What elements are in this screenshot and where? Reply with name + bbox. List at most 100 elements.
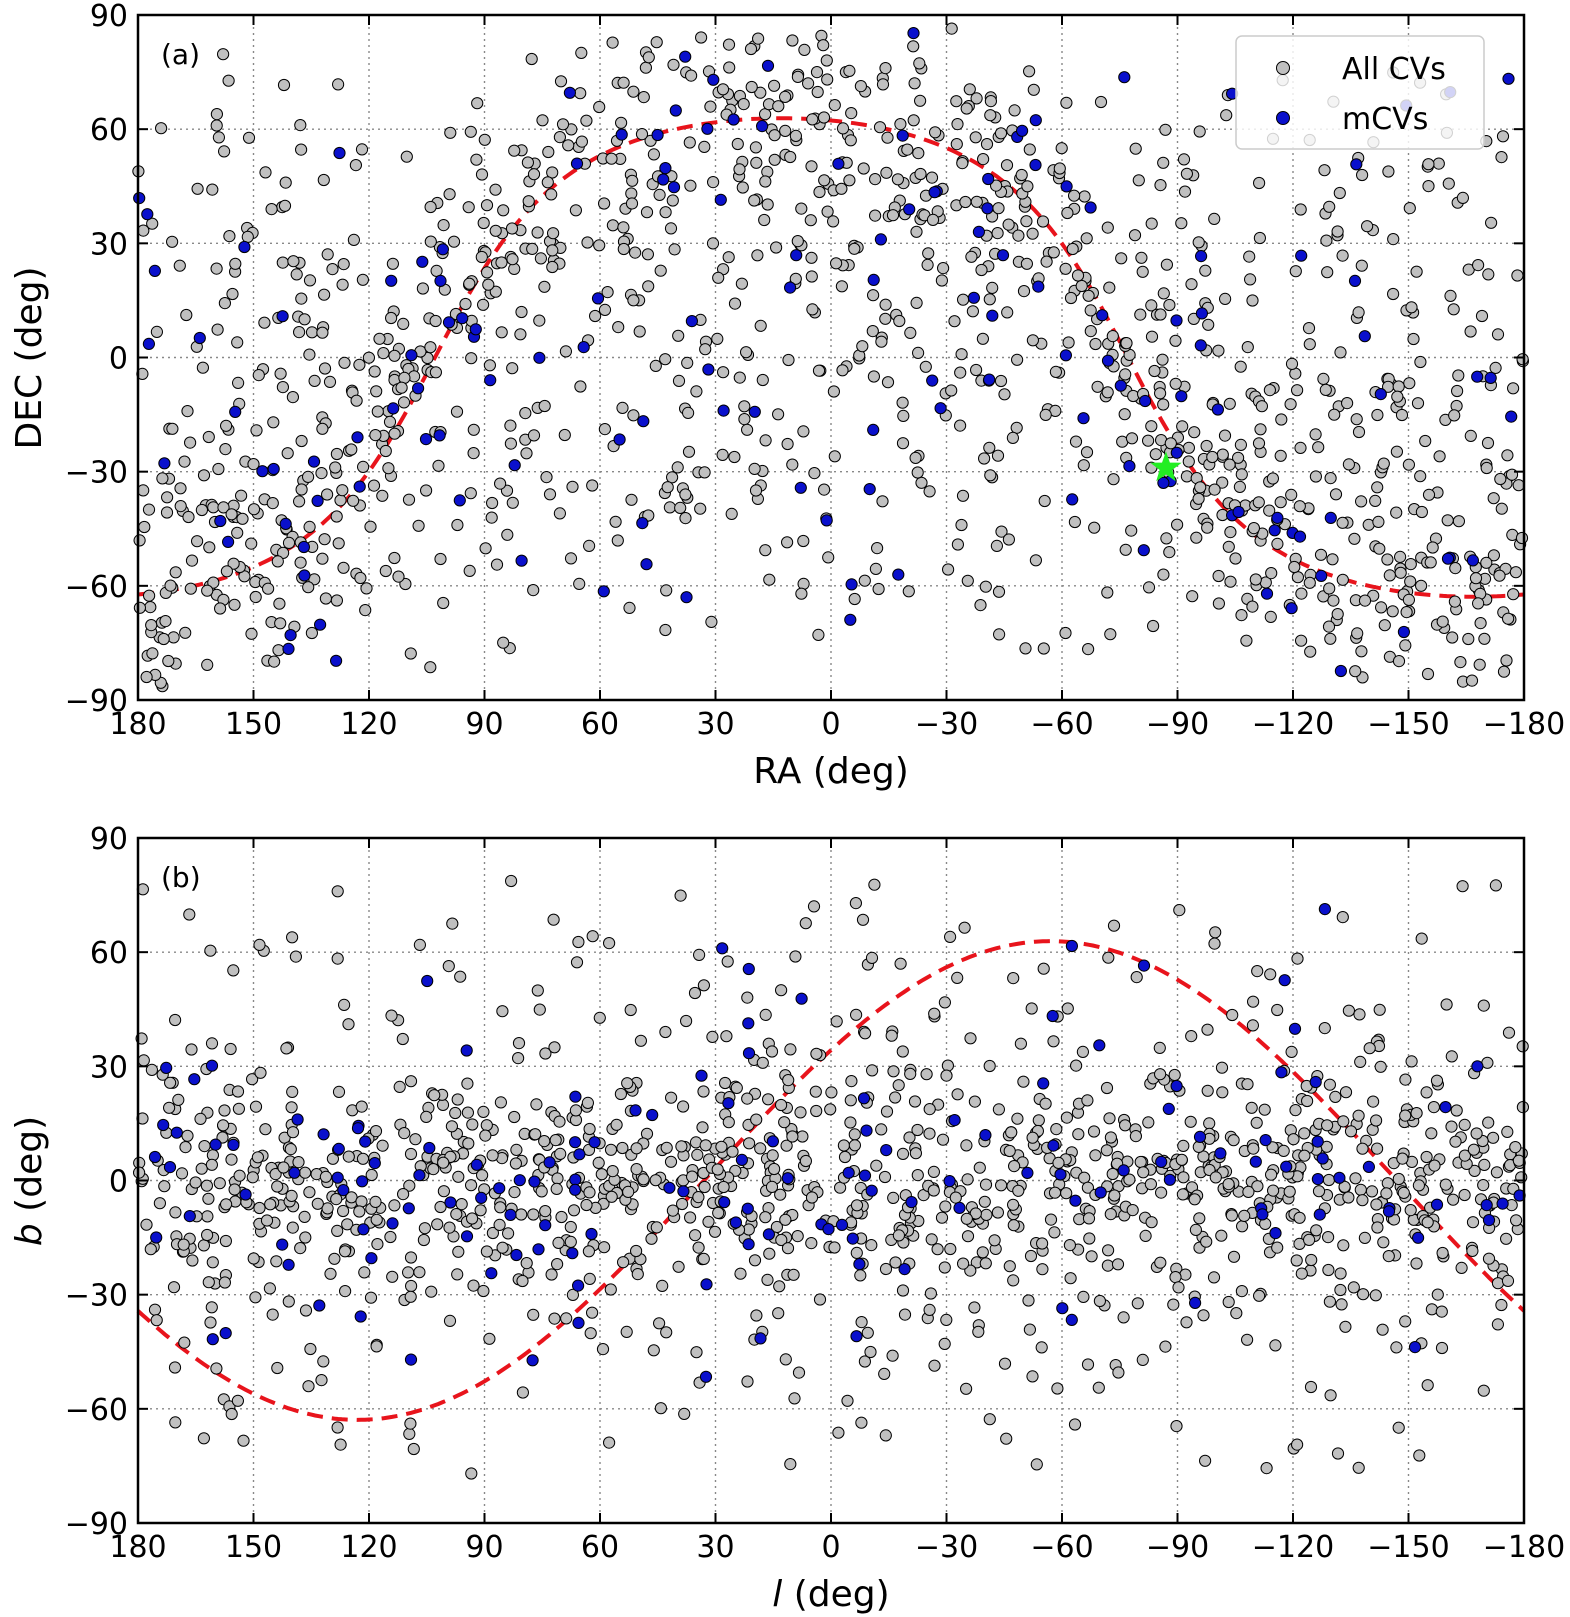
panel-a-all-cv-point [1212,569,1225,583]
panel-b-mcv-point [860,1124,873,1137]
panel-a-all-cv-point [475,168,489,181]
panel-a-all-cv-point [1361,220,1374,233]
panel-b-all-cv-point [1445,1120,1458,1133]
panel-a-all-cv-point [1394,566,1407,579]
panel-b-all-cv-point [1011,1112,1024,1125]
panel-b-all-cv-point [979,1178,993,1191]
panel-a-all-cv-point [1008,104,1021,117]
panel-a-all-cv-point [197,469,211,482]
panel-b-all-cv-point [292,1156,305,1169]
panel-a-all-cv-point [1040,255,1053,268]
panel-b-all-cv-point [1238,1209,1251,1223]
panel-a-all-cv-point [545,188,558,201]
panel-b-mcv-point [1137,959,1151,972]
panel-b-all-cv-point [1052,1156,1065,1170]
panel-a-all-cv-point [1125,524,1138,537]
panel-b-all-cv-point [923,1103,936,1116]
panel-b-mcv-point [1288,1022,1302,1035]
panel-a-all-cv-point [758,213,771,227]
panel-b-all-cv-point [282,1295,295,1308]
panel-a-all-cv-point [879,298,892,311]
panel-a-mcv-point [1084,201,1097,214]
panel-a-all-cv-point [1149,448,1162,461]
panel-a-all-cv-point [682,445,696,458]
panel-b-all-cv-point [923,1303,936,1317]
panel-a-all-cv-point [303,348,316,361]
panel-b-all-cv-point [246,1073,259,1086]
panel-a-y-axis-title: DEC (deg) [9,267,50,450]
panel-a-all-cv-point [955,348,968,361]
panel-b-all-cv-point [1142,1116,1155,1129]
panel-b-all-cv-point [547,913,560,926]
panel-b-mcv-point [1439,1101,1452,1114]
panel-a-all-cv-point [459,297,472,311]
panel-a-all-cv-point [1125,432,1139,445]
panel-b-all-cv-point [898,1308,912,1321]
panel-b-all-cv-point [233,1169,246,1182]
panel-a-all-cv-point [1182,441,1196,454]
panel-a-all-cv-point [1473,658,1486,671]
panel-a-all-cv-point [805,160,818,173]
panel-b-all-cv-point [762,1093,775,1106]
panel-a-y-tick-label-4: −30 [65,456,128,491]
panel-b-all-cv-point [782,1074,795,1087]
panel-b-all-cv-point [1100,1081,1114,1095]
panel-b-mcv-point [170,1126,183,1139]
panel-b-mcv-point [1259,1134,1272,1147]
panel-b-all-cv-point [1048,1186,1062,1199]
panel-a-all-cv-point [266,497,279,510]
panel-b-all-cv-point [691,1148,704,1162]
panel-b-mcv-point [1318,903,1332,916]
panel-b-mcv-point [470,1158,483,1171]
panel-b-all-cv-point [1154,1068,1167,1081]
panel-b-all-cv-point [1093,1294,1107,1308]
panel-b-mcv-point [742,1238,755,1251]
panel-a-all-cv-point [798,43,811,57]
panel-b-mcv-point [766,1135,780,1148]
panel-b-all-cv-point [1291,1438,1304,1451]
panel-a-all-cv-point [1157,156,1170,169]
panel-a-mcv-point [790,249,803,262]
panel-b-all-cv-point [407,1442,420,1456]
panel-a-all-cv-point [1134,308,1147,321]
panel-b-all-cv-point [730,1081,743,1095]
panel-a-mcv-point [1293,530,1307,543]
panel-a-all-cv-point [768,153,781,166]
panel-b-all-cv-point [1399,1109,1412,1122]
panel-a-mcv-point [1060,180,1073,193]
panel-b-all-cv-point [920,1068,933,1081]
panel-a-all-cv-point [1224,575,1237,588]
panel-a-all-cv-point [969,131,982,144]
panel-b-all-cv-point [1303,1233,1316,1247]
panel-a-all-cv-point [1382,165,1395,178]
panel-a-all-cv-point [534,252,548,265]
legend: All CVs mCVs [1235,35,1485,150]
panel-a-mcv-point [330,654,343,667]
panel-a-all-cv-point [1274,449,1287,462]
panel-a-all-cv-point [180,308,193,322]
panel-b-all-cv-point [404,1417,417,1430]
panel-b-mcv-point [239,1188,252,1201]
panel-a-all-cv-point [1002,533,1016,546]
panel-a-galactic-plane-curve [137,116,1525,599]
panel-b-all-cv-point [508,1186,521,1199]
panel-b-all-cv-point [750,1113,763,1126]
panel-a-all-cv-point [1233,480,1247,493]
panel-a-all-cv-point [1234,360,1247,373]
panel-b-mcv-point [1046,1009,1059,1023]
panel-a-all-cv-point [526,242,539,255]
panel-a-all-cv-point [1336,573,1349,586]
panel-a-x-tick-label-10: −120 [1252,707,1334,742]
panel-a-all-cv-point [379,444,392,458]
panel-a-all-cv-point [262,582,275,595]
panel-a-mcv-point [1137,544,1150,557]
panel-b-all-cv-point [1235,1285,1249,1298]
panel-b-all-cv-point [1295,1267,1308,1280]
panel-a-all-cv-point [486,496,499,510]
panel-b-all-cv-point [1107,919,1121,932]
panel-b-all-cv-point [1089,1149,1102,1162]
panel-a-all-cv-point [252,369,265,382]
panel-a-all-cv-point [970,92,983,105]
panel-b-all-cv-point [692,1241,705,1254]
panel-a-all-cv-point [227,557,240,570]
